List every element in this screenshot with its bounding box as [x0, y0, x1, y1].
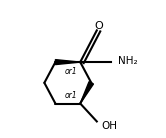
Text: OH: OH	[102, 121, 118, 131]
Polygon shape	[80, 82, 93, 104]
Text: O: O	[94, 21, 103, 30]
Text: or1: or1	[65, 91, 78, 100]
Text: NH₂: NH₂	[118, 56, 138, 66]
Polygon shape	[55, 60, 80, 65]
Text: or1: or1	[65, 67, 78, 76]
